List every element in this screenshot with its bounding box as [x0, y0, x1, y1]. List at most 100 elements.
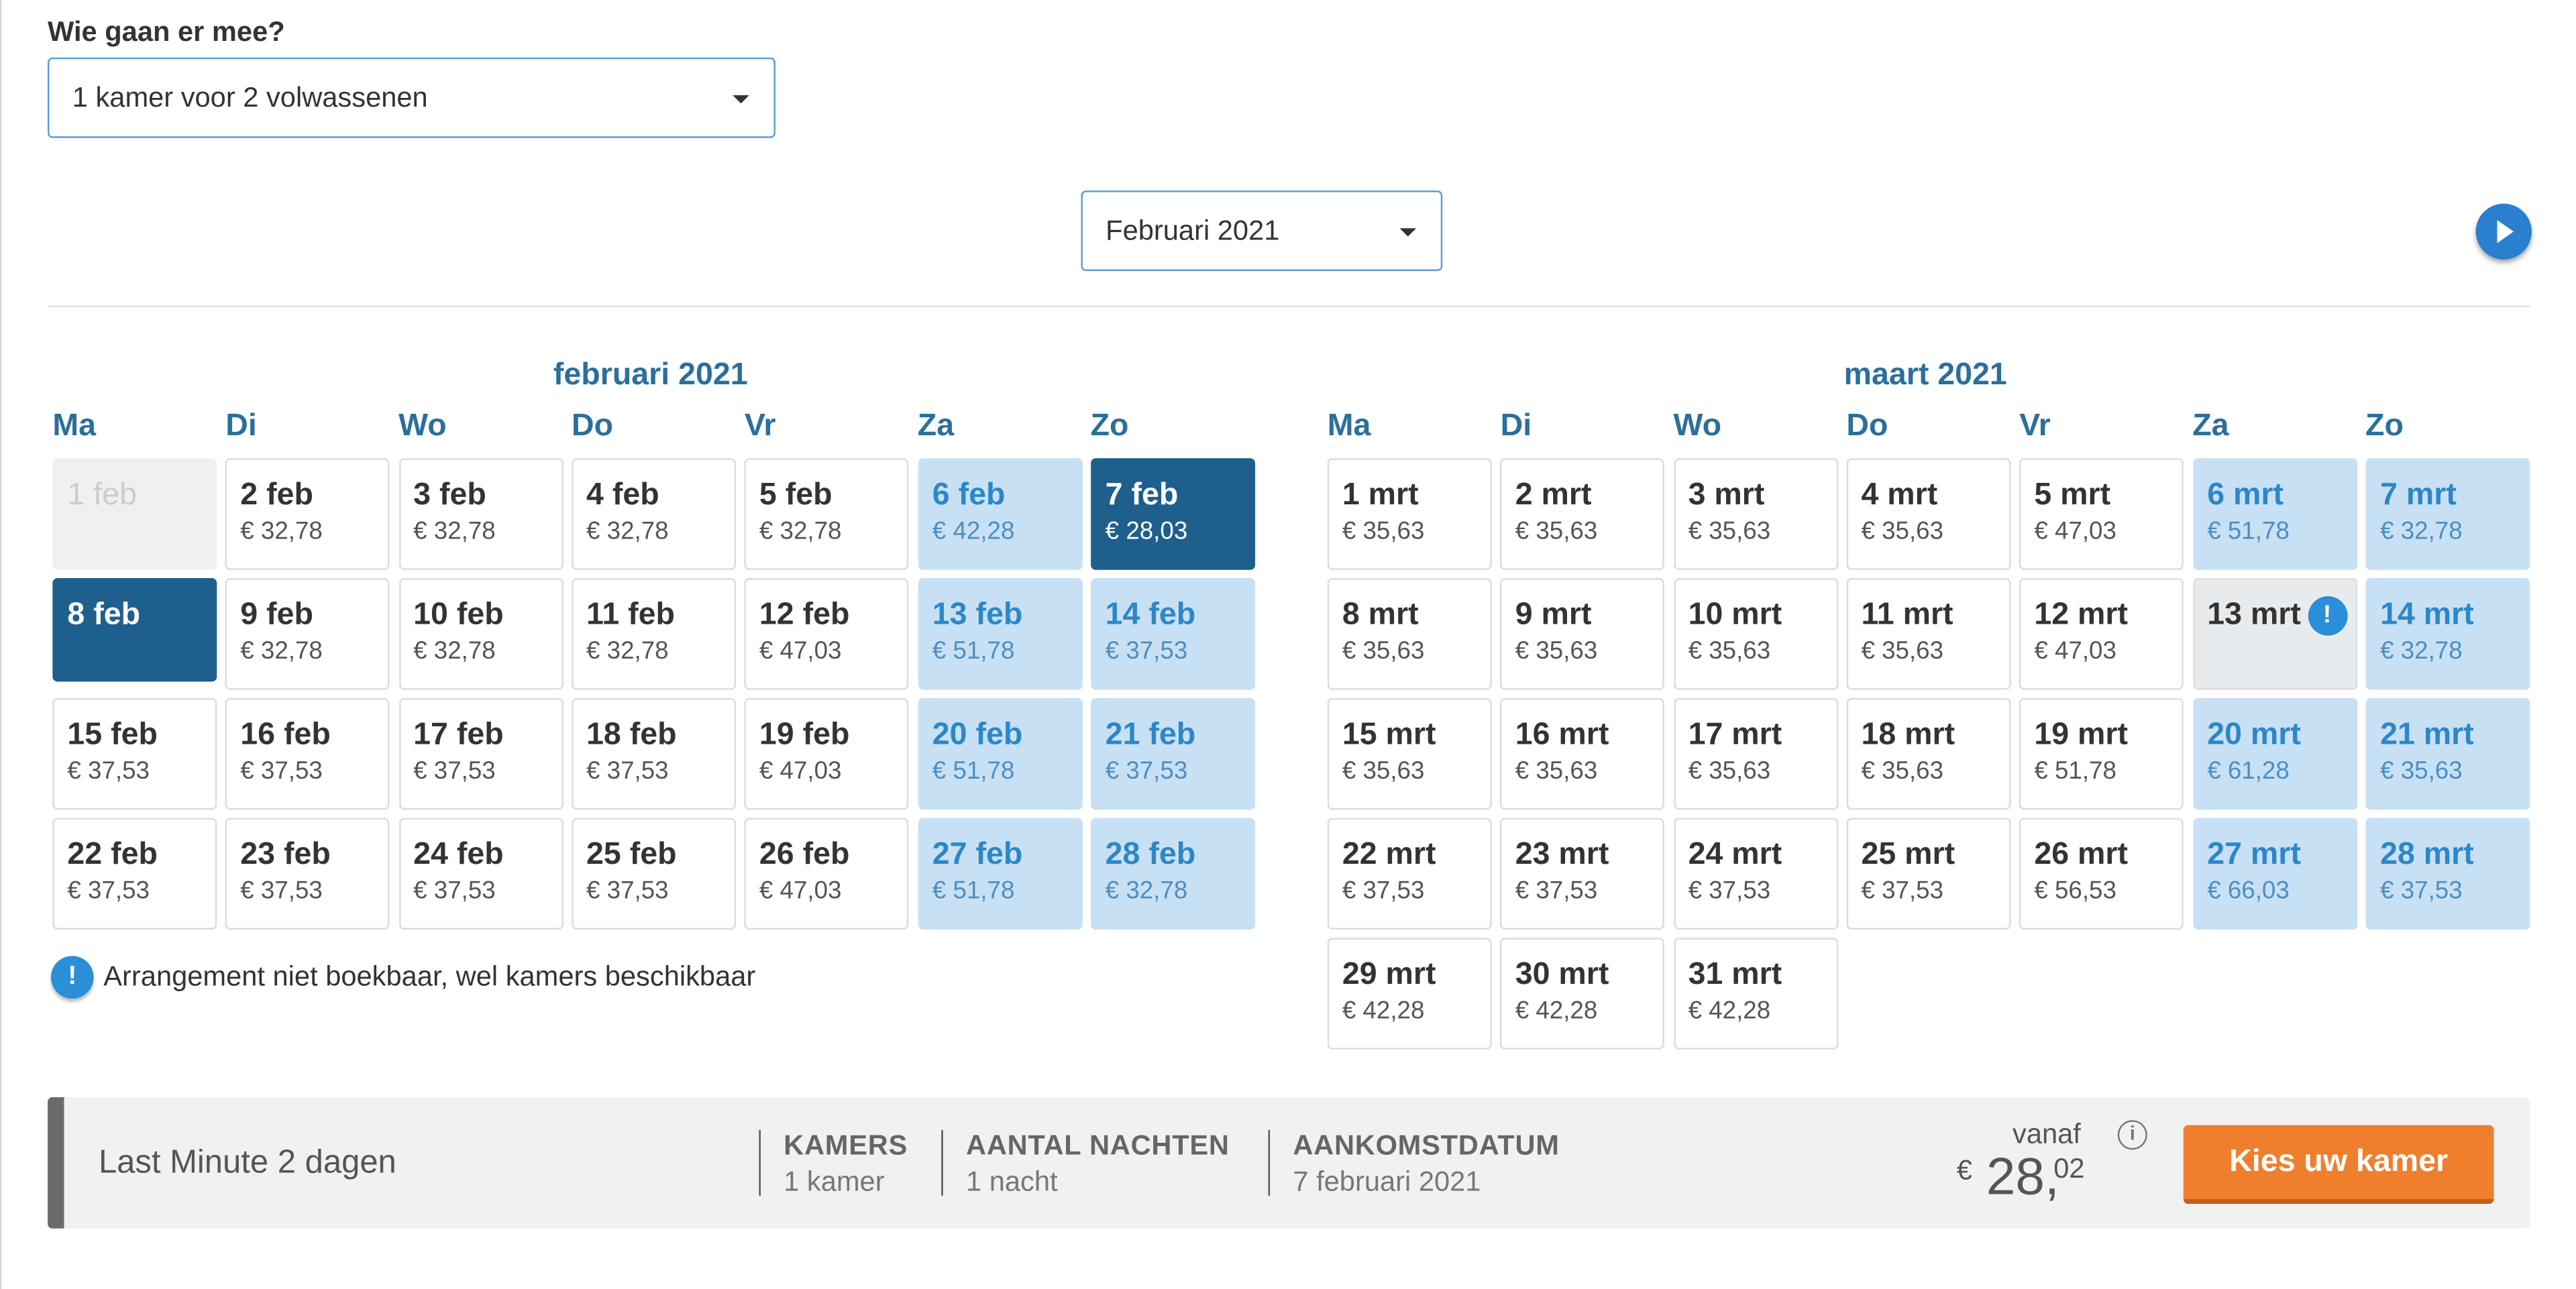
party-select[interactable]: 1 kamer voor 2 volwassenen [48, 57, 775, 138]
day-label: 7 feb [1105, 478, 1179, 513]
day-price: € 42,28 [1515, 997, 1598, 1025]
calendar-day[interactable]: 10 mrt € 35,63 [1673, 578, 1838, 690]
calendar-day[interactable]: 18 feb € 37,53 [571, 697, 736, 810]
calendar-day[interactable]: 20 feb € 51,78 [917, 697, 1082, 810]
calendar-day[interactable]: 12 mrt € 47,03 [2019, 578, 2184, 690]
day-label: 23 feb [240, 837, 331, 873]
choose-room-button[interactable]: Kies uw kamer [2183, 1125, 2494, 1204]
calendar-day[interactable]: 19 feb € 47,03 [744, 697, 909, 810]
calendar-day[interactable]: 15 feb € 37,53 [52, 697, 217, 810]
package-name: Last Minute 2 dagen [98, 1144, 396, 1181]
info-icon[interactable]: i [2117, 1120, 2147, 1150]
calendar-day[interactable]: 17 feb € 37,53 [398, 697, 564, 810]
day-price: € 32,78 [586, 517, 669, 546]
calendar-day[interactable]: 9 mrt € 35,63 [1500, 578, 1665, 690]
calendar-day[interactable]: 26 mrt € 56,53 [2019, 818, 2184, 930]
day-price: € 35,63 [1342, 637, 1425, 665]
calendar-day[interactable]: 10 feb € 32,78 [398, 578, 564, 690]
day-price: € 37,53 [2380, 877, 2463, 905]
nights-value: 1 nacht [966, 1166, 1058, 1198]
calendar-day[interactable]: 8 feb [52, 578, 217, 682]
day-price: € 37,53 [586, 756, 669, 785]
day-label: 17 mrt [1688, 718, 1782, 752]
calendar-day[interactable]: 21 mrt € 35,63 [2365, 697, 2530, 810]
calendar-day[interactable]: 19 mrt € 51,78 [2019, 697, 2184, 810]
weekday-header: Do [571, 408, 614, 444]
day-label: 22 feb [67, 837, 158, 873]
calendar-day[interactable]: 8 mrt € 35,63 [1327, 578, 1492, 690]
calendar-day[interactable]: 22 feb € 37,53 [52, 818, 217, 930]
calendar-day[interactable]: 25 feb € 37,53 [571, 818, 736, 930]
calendar-day[interactable]: 4 mrt € 35,63 [1846, 458, 2011, 570]
calendar-day[interactable]: 20 mrt € 61,28 [2192, 697, 2357, 810]
calendar-day[interactable]: 26 feb € 47,03 [744, 818, 909, 930]
calendar-day[interactable]: 3 feb € 32,78 [398, 458, 564, 570]
calendar-day[interactable]: 5 feb € 32,78 [744, 458, 909, 570]
calendar-day[interactable]: 24 feb € 37,53 [398, 818, 564, 930]
calendar-day[interactable]: 2 feb € 32,78 [225, 458, 390, 570]
calendar-day[interactable]: 11 feb € 32,78 [571, 578, 736, 690]
day-label: 3 feb [413, 478, 486, 513]
calendar-day[interactable]: 13 mrt! [2192, 578, 2357, 690]
day-label: 3 mrt [1688, 478, 1765, 513]
day-label: 21 mrt [2380, 718, 2474, 752]
day-label: 4 feb [586, 478, 659, 513]
calendar-day[interactable]: 22 mrt € 37,53 [1327, 818, 1492, 930]
weekday-header: Ma [1327, 408, 1371, 444]
calendar-day[interactable]: 5 mrt € 47,03 [2019, 458, 2184, 570]
calendar-day[interactable]: 16 feb € 37,53 [225, 697, 390, 810]
day-label: 26 mrt [2034, 837, 2128, 873]
calendar-day[interactable]: 21 feb € 37,53 [1090, 697, 1255, 810]
calendar-day[interactable]: 4 feb € 32,78 [571, 458, 736, 570]
legend-text: Arrangement niet boekbaar, wel kamers be… [103, 960, 756, 993]
calendar-day[interactable]: 24 mrt € 37,53 [1673, 818, 1838, 930]
calendar-day[interactable]: 6 feb € 42,28 [917, 458, 1082, 570]
calendar-day[interactable]: 28 feb € 32,78 [1090, 818, 1255, 930]
day-price: € 28,03 [1105, 517, 1188, 546]
calendar-day[interactable]: 23 feb € 37,53 [225, 818, 390, 930]
day-price: € 37,53 [67, 877, 150, 905]
calendar-day[interactable]: 28 mrt € 37,53 [2365, 818, 2530, 930]
divider [48, 305, 2530, 307]
currency-symbol: € [1956, 1154, 1972, 1186]
calendar-day[interactable]: 7 mrt € 32,78 [2365, 458, 2530, 570]
calendar-day[interactable]: 27 feb € 51,78 [917, 818, 1082, 930]
calendar-day[interactable]: 15 mrt € 35,63 [1327, 697, 1492, 810]
calendar-day[interactable]: 18 mrt € 35,63 [1846, 697, 2011, 810]
calendar-day[interactable]: 11 mrt € 35,63 [1846, 578, 2011, 690]
calendar-day[interactable]: 25 mrt € 37,53 [1846, 818, 2011, 930]
next-month-button[interactable] [2475, 203, 2532, 260]
calendar-day[interactable]: 13 feb € 51,78 [917, 578, 1082, 690]
calendar-day[interactable]: 27 mrt € 66,03 [2192, 818, 2357, 930]
caret-down-icon [733, 94, 749, 103]
day-label: 28 mrt [2380, 837, 2474, 873]
calendar-day[interactable]: 12 feb € 47,03 [744, 578, 909, 690]
calendar-day[interactable]: 30 mrt € 42,28 [1500, 938, 1665, 1050]
calendar-day[interactable]: 3 mrt € 35,63 [1673, 458, 1838, 570]
calendar-day[interactable]: 14 feb € 37,53 [1090, 578, 1255, 690]
calendar-day[interactable]: 7 feb € 28,03 [1090, 458, 1255, 570]
caret-down-icon [1399, 227, 1417, 236]
day-price: € 32,78 [2380, 637, 2463, 665]
day-label: 29 mrt [1342, 957, 1436, 993]
from-label: vanaf [2012, 1118, 2081, 1150]
calendar-day[interactable]: 14 mrt € 32,78 [2365, 578, 2530, 690]
calendar-day[interactable]: 31 mrt € 42,28 [1673, 938, 1838, 1050]
calendar-day[interactable]: 6 mrt € 51,78 [2192, 458, 2357, 570]
calendar-day[interactable]: 2 mrt € 35,63 [1500, 458, 1665, 570]
day-label: 5 feb [759, 478, 833, 513]
day-label: 18 feb [586, 718, 677, 752]
calendar-day[interactable]: 23 mrt € 37,53 [1500, 818, 1665, 930]
calendar-day[interactable]: 16 mrt € 35,63 [1500, 697, 1665, 810]
month-select[interactable]: Februari 2021 [1081, 190, 1443, 272]
calendar-day[interactable]: 17 mrt € 35,63 [1673, 697, 1838, 810]
calendar-day[interactable]: 1 mrt € 35,63 [1327, 458, 1492, 570]
day-price: € 47,03 [759, 756, 842, 785]
day-label: 5 mrt [2034, 478, 2111, 513]
day-label: 7 mrt [2380, 478, 2457, 513]
day-label: 6 mrt [2207, 478, 2284, 513]
calendar-day[interactable]: 29 mrt € 42,28 [1327, 938, 1492, 1050]
calendar-day[interactable]: 9 feb € 32,78 [225, 578, 390, 690]
day-price: € 35,63 [1342, 517, 1425, 546]
panel-border [0, 0, 2, 1289]
